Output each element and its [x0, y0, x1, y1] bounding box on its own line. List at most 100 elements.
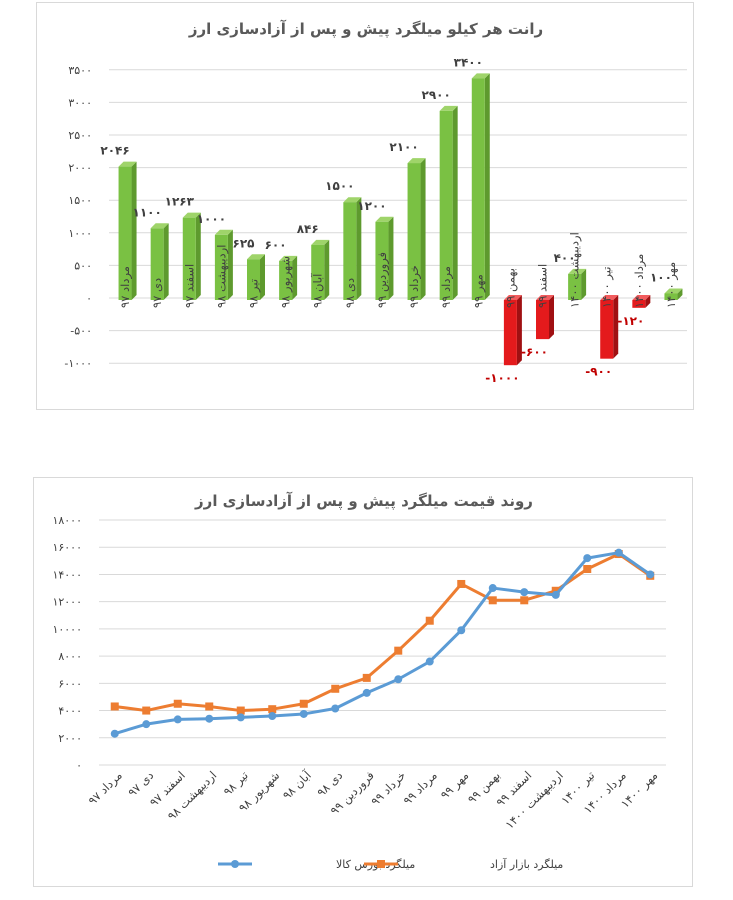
bar-side [388, 216, 394, 300]
x-tick-label: آبان ۹۸ [311, 273, 325, 308]
series-point [425, 657, 434, 666]
bar-top [118, 161, 137, 167]
bar-side [581, 268, 587, 300]
bar-side [613, 295, 619, 359]
bar [471, 78, 485, 300]
y-tick-label: ۱۵۰۰ [68, 194, 92, 207]
data-label: -۱۲۰ [617, 314, 644, 328]
series-point [236, 713, 245, 722]
bar [150, 228, 164, 300]
y-tick-label: ۵۰۰ [74, 259, 92, 272]
series-point [646, 570, 655, 579]
series-point [583, 565, 592, 573]
bar [568, 273, 582, 300]
data-label: ۲۰۴۶ [100, 144, 129, 158]
x-tick-label: تیر ۱۴۰۰ [600, 267, 615, 308]
series-point [299, 699, 308, 708]
bar [279, 260, 293, 300]
bar-top [375, 216, 394, 222]
bar-side [324, 239, 330, 300]
bar-top [343, 197, 362, 203]
bar-side [677, 288, 683, 300]
series-point [520, 596, 529, 605]
y-tick-label: -۱۰۰۰ [64, 357, 92, 370]
x-tick-label: مرداد ۱۴۰۰ [632, 254, 647, 308]
bar-side [645, 295, 651, 308]
x-tick-label: خرداد ۹۹ [368, 768, 409, 809]
series-point [551, 590, 560, 599]
bar-side [356, 197, 362, 300]
bar-top [279, 255, 298, 261]
y-tick-label: ۸۰۰۰ [58, 650, 82, 663]
bar-side [195, 212, 201, 300]
bar [664, 293, 678, 300]
y-tick-label: ۱۰۰۰ [68, 227, 92, 240]
bar-top [536, 295, 554, 300]
bar-top [471, 73, 490, 79]
price-line-chart: روند قیمت میلگرد پیش و پس از آزادسازی ار… [52, 492, 666, 871]
bar [632, 300, 646, 308]
series-point [362, 688, 371, 697]
bar-top [600, 295, 619, 300]
x-tick-label: بهمن ۹۹ [503, 268, 518, 308]
bar [118, 166, 132, 300]
x-tick-label: تیر ۹۸ [247, 279, 262, 308]
series-point [614, 548, 623, 557]
rent-bar-chart: رانت هر کیلو میلگرد پیش و پس از آزادسازی… [64, 20, 687, 385]
bar [311, 244, 325, 300]
series-point [457, 579, 466, 588]
y-tick-label: ۲۵۰۰ [68, 129, 92, 142]
series-point [236, 706, 245, 715]
series-point [331, 684, 340, 693]
x-tick-label: دی ۹۷ [150, 278, 164, 308]
rent-chart-panel: رانت هر کیلو میلگرد پیش و پس از آزادسازی… [36, 2, 694, 410]
series-point [268, 705, 277, 714]
bar-top [182, 212, 201, 218]
bar-top [311, 239, 330, 245]
series-point [551, 586, 560, 595]
y-tick-label: ۱۲۰۰۰ [52, 596, 82, 609]
bar-side [227, 229, 233, 300]
x-tick-label: مرداد ۹۹ [439, 266, 454, 308]
data-label: ۴۰۰ [554, 251, 576, 265]
series-point [299, 709, 308, 718]
data-label: ۲۹۰۰ [422, 88, 451, 102]
legend-swatch-marker-0 [231, 860, 239, 868]
y-tick-label: -۵۰۰ [70, 325, 92, 338]
bar-side [163, 223, 169, 300]
data-label: ۶۰۰ [265, 238, 287, 252]
bar-side [420, 158, 426, 300]
y-tick-label: ۱۶۰۰۰ [52, 541, 82, 554]
legend-label: میلگرد بازار آزاد [490, 857, 563, 871]
data-label: ۱۲۰۰ [357, 199, 386, 213]
bar-side [292, 255, 298, 300]
bar-top [150, 223, 169, 229]
x-tick-label: دی ۹۸ [343, 278, 357, 308]
y-tick-label: ۰ [86, 292, 92, 305]
bar-top [214, 229, 233, 235]
series-point [331, 704, 340, 713]
series-point [362, 673, 371, 682]
bar [600, 300, 614, 359]
data-label: ۱۰۰ [650, 270, 672, 284]
data-label: -۹۰۰ [585, 365, 612, 379]
bar-top [247, 254, 265, 260]
bar [439, 110, 453, 300]
x-tick-label: فروردین ۹۹ [375, 252, 390, 308]
y-tick-label: ۶۰۰۰ [58, 677, 82, 690]
series-point [110, 702, 119, 711]
data-label: ۳۴۰۰ [454, 55, 483, 69]
y-tick-label: ۲۰۰۰ [58, 732, 82, 745]
series-point [205, 714, 214, 723]
x-tick-label: اردیبهشت ۹۸ [214, 245, 229, 308]
bar-side [549, 295, 554, 340]
series-point [110, 729, 119, 738]
y-tick-label: ۰ [76, 759, 82, 772]
bar [182, 217, 196, 300]
price-chart-panel: روند قیمت میلگرد پیش و پس از آزادسازی ار… [33, 477, 693, 887]
bar-side [484, 73, 490, 300]
chart-title: روند قیمت میلگرد پیش و پس از آزادسازی ار… [194, 492, 533, 511]
series-point [205, 702, 214, 711]
bar-side [516, 295, 522, 366]
bar [343, 202, 357, 300]
